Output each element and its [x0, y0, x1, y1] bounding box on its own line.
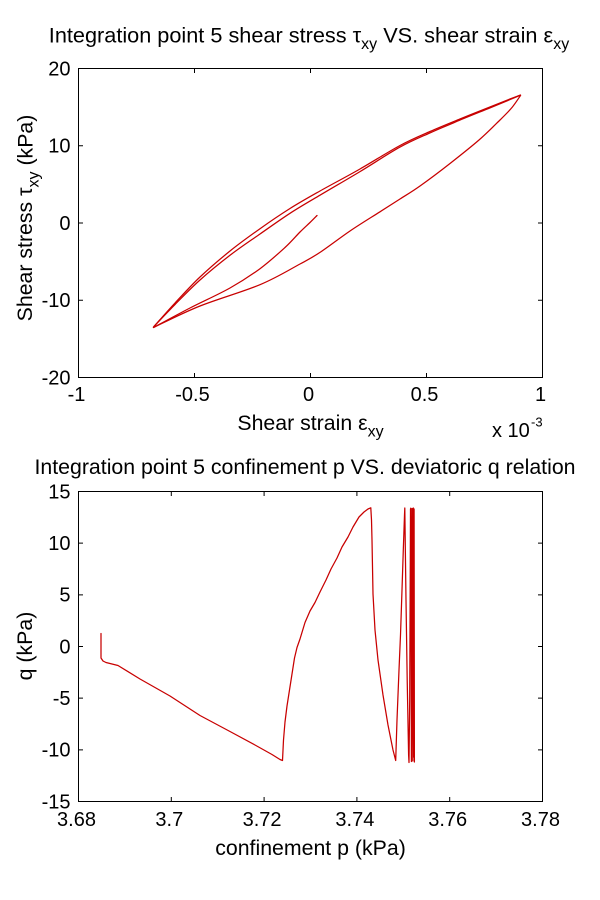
- svg-text:0: 0: [303, 384, 314, 406]
- svg-text:-3: -3: [531, 415, 543, 430]
- svg-text:x 10: x 10: [492, 420, 530, 442]
- svg-text:3.72: 3.72: [243, 809, 282, 831]
- svg-text:3.7: 3.7: [155, 809, 183, 831]
- svg-text:-10: -10: [42, 740, 71, 762]
- svg-text:15: 15: [48, 481, 70, 503]
- svg-text:10: 10: [48, 136, 70, 158]
- svg-text:3.76: 3.76: [428, 809, 467, 831]
- svg-text:-1: -1: [68, 384, 86, 406]
- svg-text:0: 0: [59, 636, 70, 658]
- svg-text:0.5: 0.5: [411, 384, 439, 406]
- svg-text:3.74: 3.74: [335, 809, 374, 831]
- svg-text:3.68: 3.68: [57, 809, 96, 831]
- svg-text:-5: -5: [53, 688, 71, 710]
- svg-text:-15: -15: [42, 791, 71, 813]
- svg-text:10: 10: [48, 533, 70, 555]
- svg-text:confinement p (kPa): confinement p (kPa): [215, 836, 406, 860]
- svg-text:q (kPa): q (kPa): [13, 612, 37, 681]
- svg-text:20: 20: [48, 58, 70, 80]
- svg-text:5: 5: [59, 585, 70, 607]
- svg-text:-20: -20: [42, 367, 71, 389]
- svg-text:3.78: 3.78: [521, 809, 560, 831]
- svg-text:0: 0: [59, 213, 70, 235]
- svg-text:-10: -10: [42, 290, 71, 312]
- svg-text:-0.5: -0.5: [175, 384, 209, 406]
- svg-text:1: 1: [535, 384, 546, 406]
- svg-text:Integration point 5 confinemen: Integration point 5 confinement p VS. de…: [34, 455, 575, 479]
